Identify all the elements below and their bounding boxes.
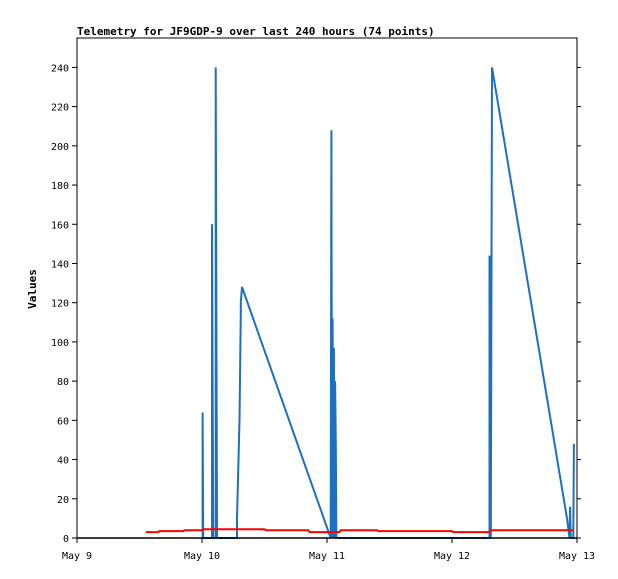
- x-tick-label: May 11: [309, 551, 345, 562]
- y-tick-label: 160: [51, 220, 69, 231]
- y-tick-label: 20: [57, 495, 69, 506]
- y-tick-label: 200: [51, 142, 69, 153]
- x-axis: May 9 May 10 May 11 May 12 May 13: [62, 538, 595, 562]
- series-line-0: [201, 67, 575, 539]
- series-layer: [77, 67, 577, 539]
- series-line-1: [145, 528, 574, 534]
- y-tick-label: 100: [51, 338, 69, 349]
- plot-area-frame: [76, 37, 578, 539]
- x-tick-label: May 13: [559, 551, 595, 562]
- chart-title: Telemetry for JF9GDP-9 over last 240 hou…: [77, 25, 435, 38]
- x-tick-label: May 12: [434, 551, 470, 562]
- y-tick-label: 0: [63, 534, 69, 545]
- y-tick-label: 140: [51, 259, 69, 270]
- y-axis-label: Values: [26, 269, 39, 309]
- y-tick-label: 40: [57, 456, 69, 467]
- x-tick-label: May 9: [62, 551, 92, 562]
- y-tick-label: 120: [51, 299, 69, 310]
- y-tick-label: 240: [51, 63, 69, 74]
- y-tick-label: 180: [51, 181, 69, 192]
- y-tick-label: 80: [57, 377, 69, 388]
- x-tick-label: May 10: [184, 551, 220, 562]
- y-tick-label: 220: [51, 103, 69, 114]
- y-tick-label: 60: [57, 416, 69, 427]
- y-axis: 0 20 40 60 80 100 120 140 160 180 200 220 240: [51, 63, 581, 545]
